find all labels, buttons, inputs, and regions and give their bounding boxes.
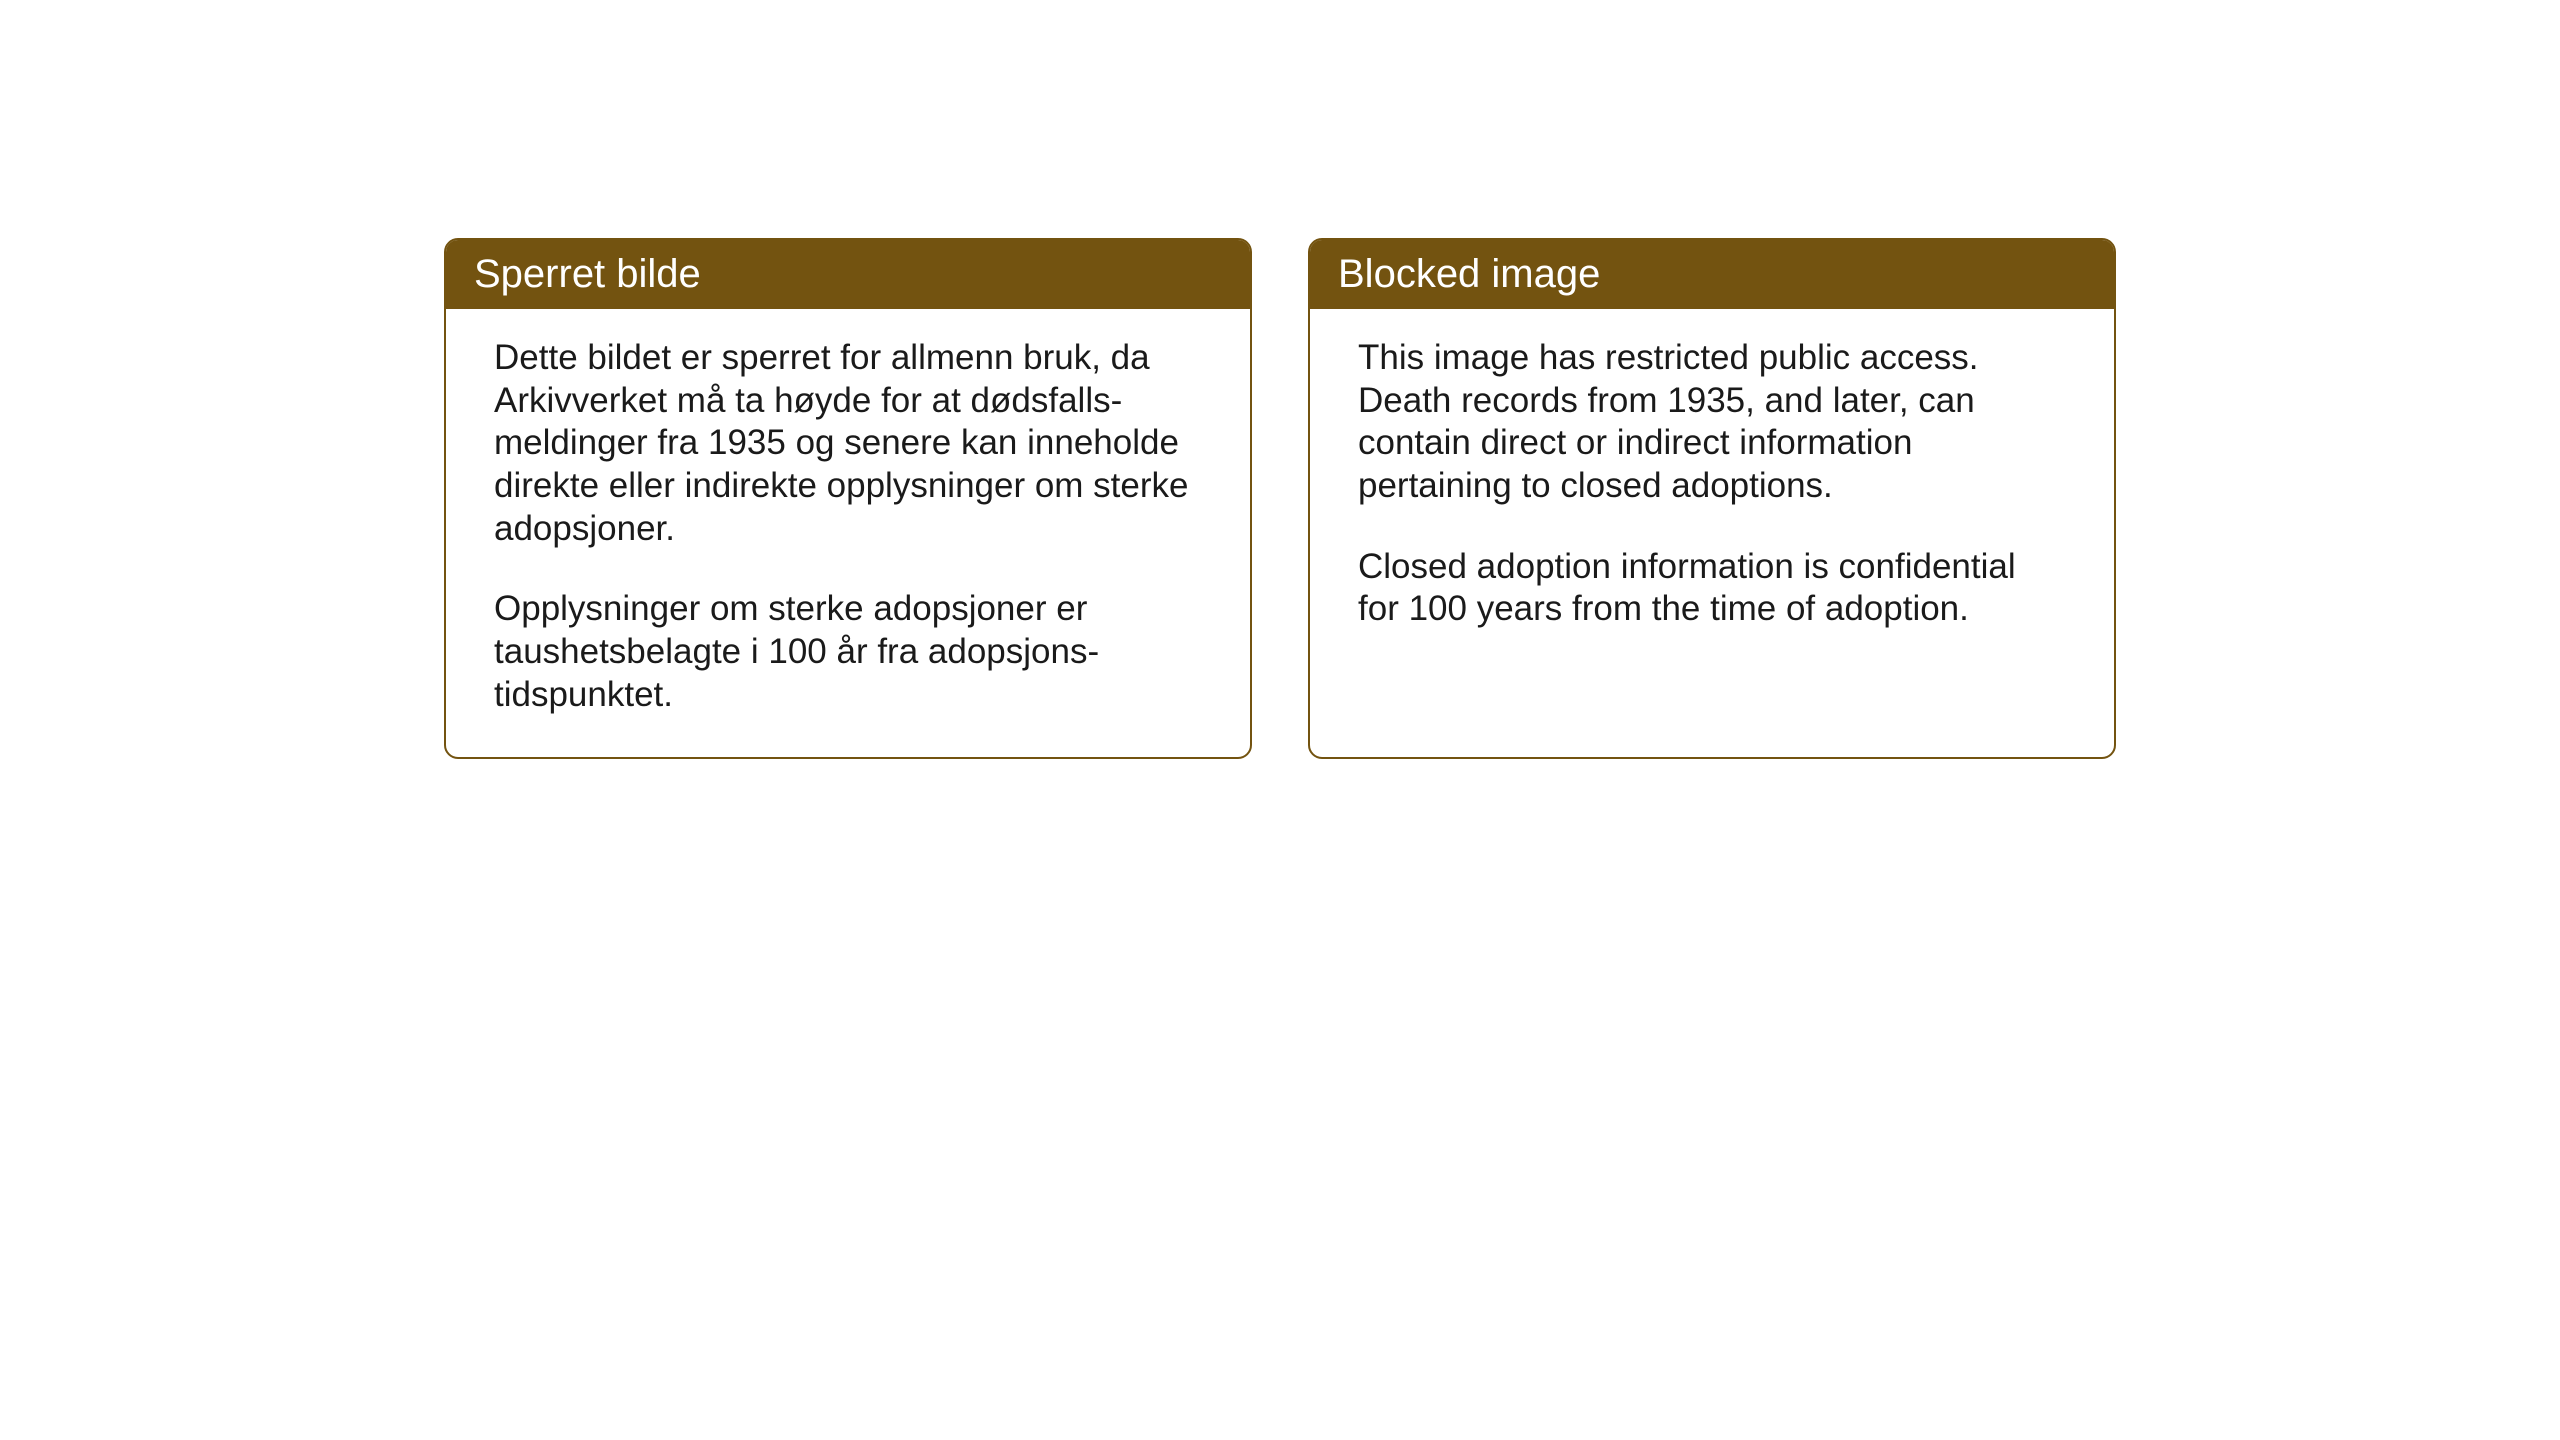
norwegian-paragraph-1: Dette bildet er sperret for allmenn bruk… — [494, 337, 1202, 550]
norwegian-notice-card: Sperret bilde Dette bildet er sperret fo… — [444, 238, 1252, 759]
notice-container: Sperret bilde Dette bildet er sperret fo… — [0, 0, 2560, 759]
norwegian-paragraph-2: Opplysninger om sterke adopsjoner er tau… — [494, 588, 1202, 716]
english-notice-card: Blocked image This image has restricted … — [1308, 238, 2116, 759]
english-card-body: This image has restricted public access.… — [1310, 309, 2114, 671]
english-paragraph-2: Closed adoption information is confident… — [1358, 546, 2066, 631]
norwegian-card-title: Sperret bilde — [446, 240, 1250, 309]
english-card-title: Blocked image — [1310, 240, 2114, 309]
norwegian-card-body: Dette bildet er sperret for allmenn bruk… — [446, 309, 1250, 757]
english-paragraph-1: This image has restricted public access.… — [1358, 337, 2066, 508]
